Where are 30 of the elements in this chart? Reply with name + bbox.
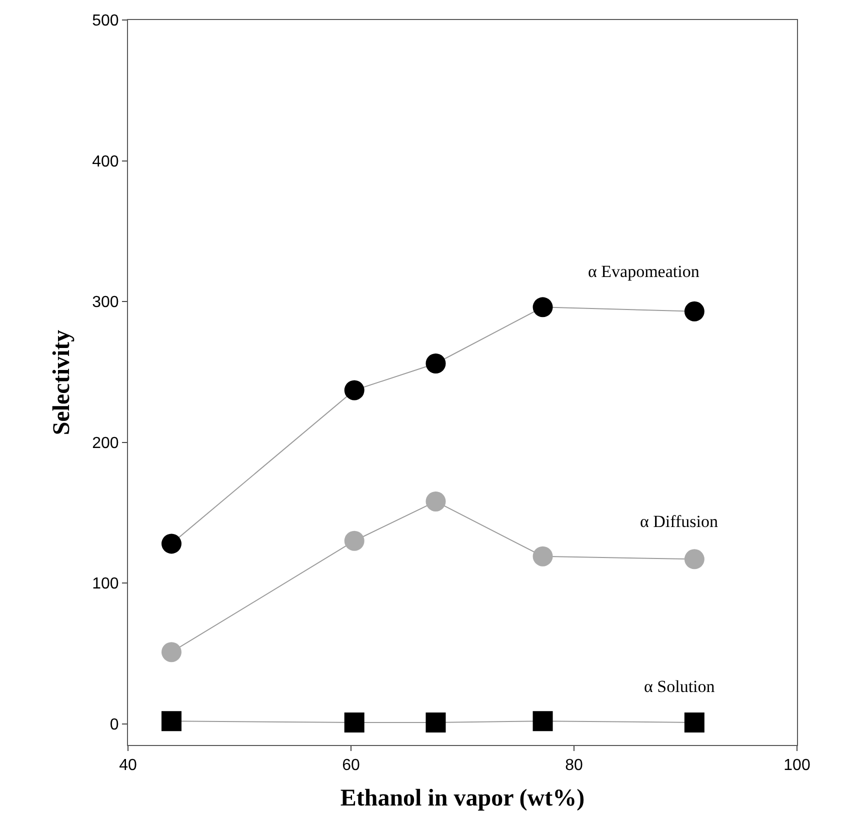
point: [162, 642, 182, 662]
point: [161, 711, 182, 732]
point: [426, 354, 446, 374]
series-label: α Solution: [644, 677, 716, 696]
x-axis-title: Ethanol in vapor (wt%): [340, 786, 585, 812]
point: [426, 491, 446, 512]
y-axis-title: Selectivity: [49, 330, 76, 436]
point: [684, 549, 704, 570]
point: [532, 711, 553, 732]
point: [344, 530, 364, 551]
x-tick-label: 100: [784, 757, 810, 774]
x-tick-label: 40: [119, 757, 137, 774]
point: [162, 534, 182, 554]
y-tick-label: 300: [92, 294, 119, 312]
x-tick-label: 80: [565, 757, 583, 774]
x-tick-label: 60: [342, 757, 360, 774]
point: [684, 712, 704, 732]
point: [684, 301, 704, 322]
point: [344, 380, 364, 400]
y-tick-label: 100: [92, 576, 119, 593]
point: [344, 712, 364, 732]
series-label: α Diffusion: [640, 512, 719, 531]
point: [532, 297, 553, 318]
y-tick-label: 500: [92, 12, 119, 30]
point: [532, 546, 553, 566]
y-tick-label: 200: [92, 434, 119, 452]
y-tick-label: 400: [92, 153, 119, 170]
y-tick-label: 0: [110, 716, 119, 734]
point: [426, 712, 446, 732]
series-label: α Evapomeation: [588, 262, 700, 281]
